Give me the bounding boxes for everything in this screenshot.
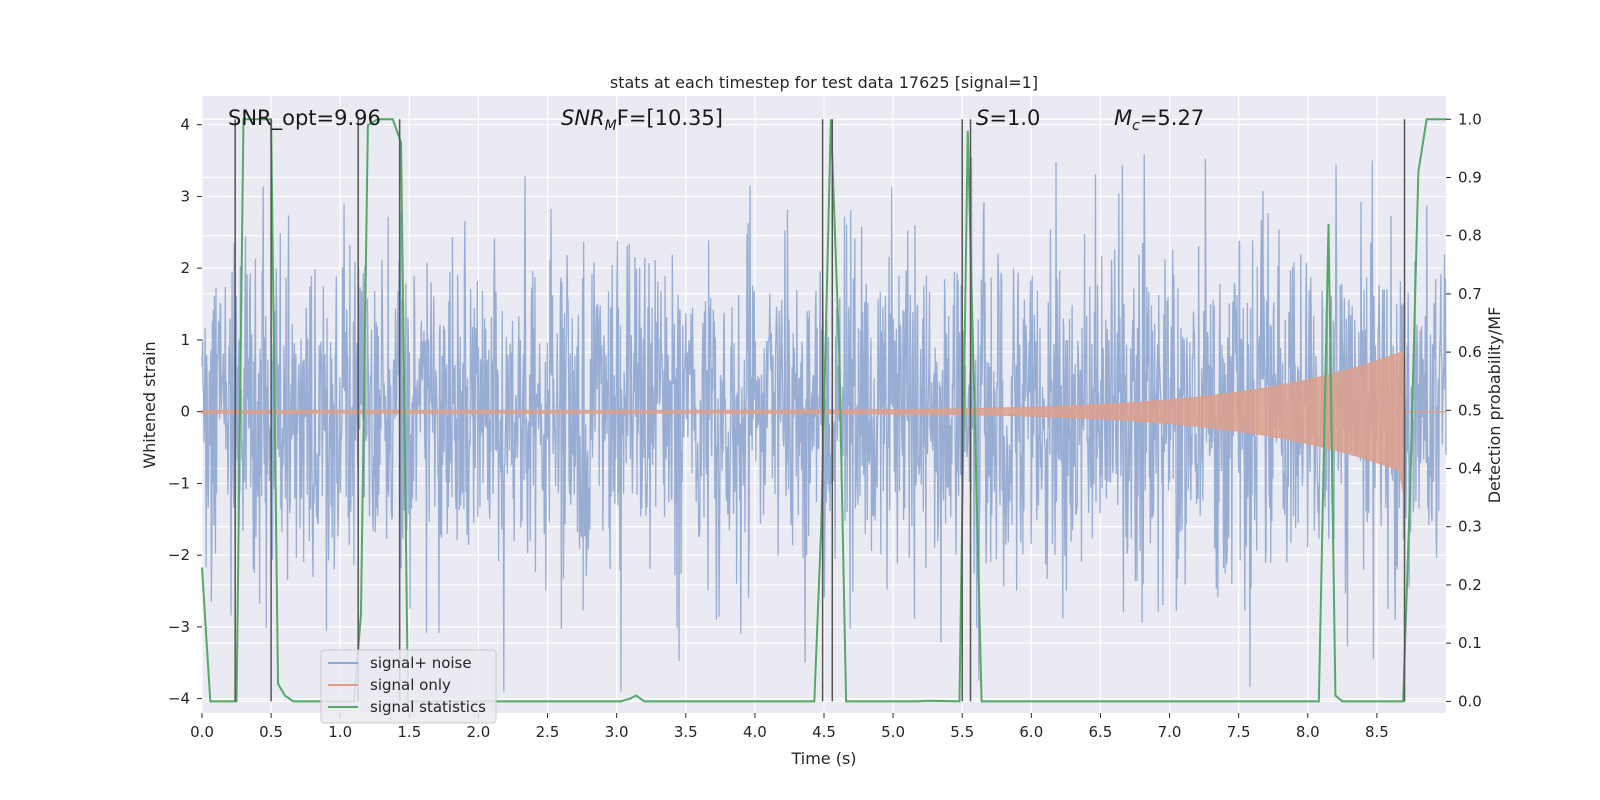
x-tick-label: 0.0: [190, 723, 214, 741]
y-tick-label-right: 0.2: [1458, 576, 1482, 594]
y-tick-label-right: 0.4: [1458, 460, 1482, 478]
signal-noise-line: [201, 154, 1447, 692]
y-axis-label-right: Detection probability/MF: [1485, 307, 1504, 504]
x-tick-label: 1.5: [397, 723, 421, 741]
x-tick-label: 7.0: [1158, 723, 1182, 741]
y-ticks-left: −4 −3 −2 −1 0 1 2 3 4: [168, 116, 202, 708]
y-tick-label-right: 0.7: [1458, 285, 1482, 303]
y-tick-label-right: 1.0: [1458, 110, 1482, 128]
y-tick-label-left: 1: [180, 331, 190, 349]
y-tick-label-left: 2: [180, 259, 190, 277]
x-tick-label: 5.0: [881, 723, 905, 741]
y-tick-label-left: −1: [168, 474, 190, 492]
y-tick-label-left: 4: [180, 116, 190, 134]
annotation-mc-value: =5.27: [1140, 106, 1204, 130]
x-tick-label: 8.5: [1365, 723, 1389, 741]
annotation-mc-symbol: M: [1114, 106, 1132, 130]
x-tick-label: 3.5: [674, 723, 698, 741]
x-tick-label: 8.0: [1296, 723, 1320, 741]
y-tick-label-right: 0.6: [1458, 343, 1482, 361]
legend-entry-noise: signal+ noise: [370, 654, 472, 672]
chart-title: stats at each timestep for test data 176…: [610, 73, 1038, 92]
y-tick-label-left: 0: [180, 403, 190, 421]
x-tick-label: 4.0: [743, 723, 767, 741]
y-axis-label-left: Whitened strain: [140, 341, 159, 468]
y-tick-label-left: −3: [168, 618, 190, 636]
annotation-s-symbol: S: [976, 106, 989, 130]
y-tick-label-right: 0.5: [1458, 401, 1482, 419]
y-tick-label-left: 3: [180, 187, 190, 205]
annotation-snr-mf: SNRMF=[10.35]: [561, 106, 723, 134]
x-tick-label: 2.5: [536, 723, 560, 741]
legend-box: [320, 649, 497, 724]
signal-statistics-series: [201, 118, 1446, 703]
legend-entry-statistics: signal statistics: [370, 698, 486, 716]
x-axis-label: Time (s): [790, 749, 856, 768]
x-tick-label: 6.5: [1089, 723, 1113, 741]
x-tick-label: 1.0: [328, 723, 352, 741]
annotation-mc: Mc=5.27: [1114, 106, 1204, 134]
y-ticks-right: 0.0 0.1 0.2 0.3 0.4 0.5 0.6 0.7 0.8 0.9 1.0: [1446, 110, 1482, 710]
y-tick-label-right: 0.1: [1458, 634, 1482, 652]
annotation-snr-mf-value: F=[10.35]: [617, 106, 723, 130]
signal-statistics-line: [201, 118, 1446, 703]
x-tick-label: 6.0: [1019, 723, 1043, 741]
annotation-snr-mf-symbol: SNR: [561, 106, 605, 130]
x-tick-label: 0.5: [259, 723, 283, 741]
x-tick-label: 3.0: [605, 723, 629, 741]
annotation-s-value: =1.0: [989, 106, 1040, 130]
annotation-snr-opt: SNR_opt=9.96: [228, 106, 381, 131]
x-ticks: 0.0 0.5 1.0 1.5 2.0 2.5 3.0 3.5 4.0 4.5 5.0 5.5 6.0 6…: [190, 713, 1389, 741]
x-tick-label: 2.0: [467, 723, 491, 741]
y-tick-label-right: 0.8: [1458, 227, 1482, 245]
x-tick-label: 7.5: [1227, 723, 1251, 741]
y-tick-label-right: 0.3: [1458, 518, 1482, 536]
x-tick-label: 5.5: [950, 723, 974, 741]
y-tick-label-right: 0.0: [1458, 692, 1482, 710]
x-tick-label: 4.5: [812, 723, 836, 741]
vertical-markers: [234, 119, 1406, 702]
signal-noise-series: [201, 154, 1447, 692]
annotation-mc-subscript: c: [1132, 118, 1140, 134]
legend-entry-signal: signal only: [370, 676, 451, 694]
annotation-snr-mf-subscript: M: [605, 118, 617, 134]
y-tick-label-right: 0.9: [1458, 168, 1482, 186]
annotation-s: S=1.0: [976, 106, 1040, 130]
y-tick-label-left: −2: [168, 546, 190, 564]
legend: signal+ noise signal only signal statist…: [320, 649, 497, 724]
y-tick-label-left: −4: [168, 690, 190, 708]
